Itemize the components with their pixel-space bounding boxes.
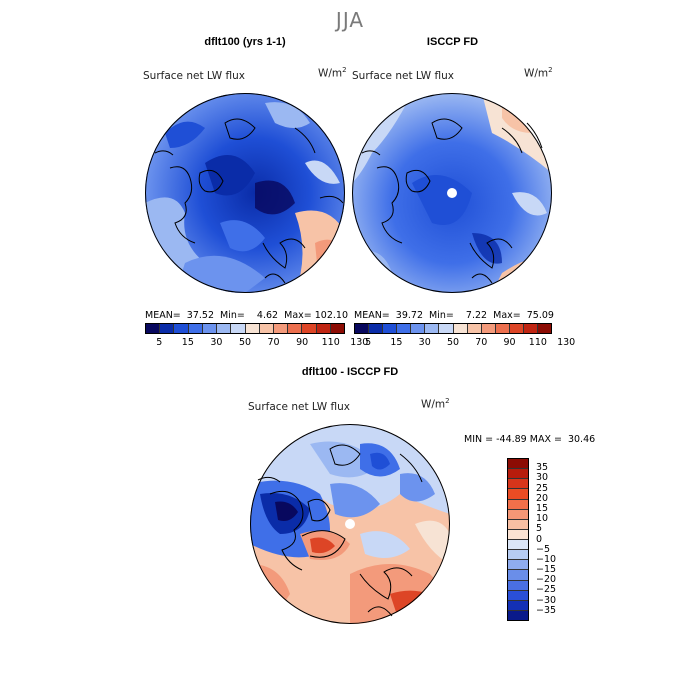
colorbar-tick-label: 5 xyxy=(536,523,543,535)
colorbar-tick-label: 5 xyxy=(365,337,372,348)
colorbar-swatch xyxy=(188,324,203,333)
colorbar-tick-label: 15 xyxy=(536,502,549,514)
colorbar-swatch xyxy=(508,560,528,571)
colorbar-swatch xyxy=(508,519,528,530)
colorbar-tick-label: 130 xyxy=(557,337,576,348)
diff-stats: MIN = -44.89 MAX = 30.46 xyxy=(464,434,596,445)
colorbar-tick-label: −20 xyxy=(536,574,557,586)
colorbar-tick-label: 5 xyxy=(156,337,163,348)
colorbar-swatch xyxy=(231,324,246,333)
colorbar-tick-label: 130 xyxy=(350,337,369,348)
colorbar-swatch xyxy=(217,324,232,333)
diff-polar-map xyxy=(250,424,450,624)
colorbar-swatch xyxy=(508,540,528,551)
colorbar-swatch xyxy=(508,469,528,480)
colorbar-tick-label: 20 xyxy=(536,492,549,504)
colorbar-swatch xyxy=(302,324,317,333)
colorbar-swatch xyxy=(508,459,528,470)
model-colorbar xyxy=(145,323,345,334)
colorbar-tick-label: 15 xyxy=(181,337,194,348)
model-variable-label: Surface net LW flux xyxy=(143,70,245,82)
colorbar-swatch xyxy=(160,324,175,333)
colorbar-swatch xyxy=(467,324,482,333)
colorbar-swatch xyxy=(369,324,384,333)
colorbar-swatch xyxy=(508,570,528,581)
obs-colorbar xyxy=(354,323,552,334)
colorbar-tick-label: 30 xyxy=(536,472,549,484)
colorbar-swatch xyxy=(508,610,528,620)
colorbar-swatch xyxy=(481,324,496,333)
colorbar-tick-label: 15 xyxy=(390,337,403,348)
colorbar-tick-label: −15 xyxy=(536,564,557,576)
diff-panel-title: dflt100 - ISCCP FD xyxy=(301,366,399,378)
colorbar-tick-label: 50 xyxy=(446,337,460,348)
colorbar-swatch xyxy=(245,324,260,333)
obs-variable-label: Surface net LW flux xyxy=(352,70,454,82)
colorbar-tick-label: 90 xyxy=(503,337,516,348)
colorbar-swatch xyxy=(288,324,303,333)
obs-stats: MEAN= 39.72 Min= 7.22 Max= 75.09 xyxy=(354,310,554,321)
colorbar-tick-label: 110 xyxy=(528,337,547,348)
colorbar-swatch xyxy=(383,324,398,333)
colorbar-tick-label: −10 xyxy=(536,553,557,565)
colorbar-swatch xyxy=(273,324,289,333)
colorbar-tick-label: −30 xyxy=(536,594,557,606)
colorbar-swatch xyxy=(508,550,528,561)
colorbar-swatch xyxy=(425,324,440,333)
colorbar-tick-label: 70 xyxy=(475,337,488,348)
colorbar-swatch xyxy=(508,580,528,591)
colorbar-swatch xyxy=(523,324,539,333)
colorbar-tick-label: 90 xyxy=(296,337,309,348)
colorbar-tick-label: 30 xyxy=(418,337,431,348)
colorbar-swatch xyxy=(508,499,528,510)
colorbar-swatch xyxy=(538,324,552,333)
diff-colorbar xyxy=(507,458,529,621)
model-panel-title: dflt100 (yrs 1-1) xyxy=(204,36,286,48)
colorbar-swatch xyxy=(146,324,161,333)
colorbar-swatch xyxy=(508,509,528,520)
colorbar-swatch xyxy=(397,324,412,333)
colorbar-tick-label: 50 xyxy=(238,337,252,348)
model-units-label: W/m2 xyxy=(318,66,347,80)
colorbar-tick-label: −35 xyxy=(536,604,557,616)
colorbar-tick-label: 30 xyxy=(210,337,223,348)
diff-variable-label: Surface net LW flux xyxy=(248,401,350,413)
colorbar-swatch xyxy=(508,479,528,490)
obs-colorbar-ticks: 5 15 30 50 70 90 110 130 xyxy=(354,337,575,349)
model-colorbar-ticks: 5 15 30 50 70 90 110 130 xyxy=(145,337,368,349)
colorbar-tick-label: 10 xyxy=(536,513,549,525)
colorbar-tick-label: −5 xyxy=(536,543,551,555)
colorbar-swatch xyxy=(330,324,345,333)
obs-polar-map xyxy=(352,93,552,293)
colorbar-tick-label: 25 xyxy=(536,482,549,494)
colorbar-swatch xyxy=(495,324,510,333)
colorbar-tick-label: 0 xyxy=(536,533,543,545)
obs-panel-title: ISCCP FD xyxy=(426,36,479,48)
colorbar-tick-label: 35 xyxy=(536,462,549,474)
colorbar-swatch xyxy=(508,489,528,500)
colorbar-tick-label: −25 xyxy=(536,584,557,596)
diff-units-label: W/m2 xyxy=(421,397,450,411)
colorbar-swatch xyxy=(453,324,468,333)
colorbar-tick-label: 70 xyxy=(267,337,280,348)
season-title: JJA xyxy=(335,8,365,32)
colorbar-swatch xyxy=(259,324,274,333)
colorbar-swatch xyxy=(439,324,454,333)
obs-units-label: W/m2 xyxy=(524,66,553,80)
colorbar-swatch xyxy=(508,600,528,611)
colorbar-swatch xyxy=(508,590,528,601)
colorbar-swatch xyxy=(411,324,426,333)
diff-colorbar-ticks: 35 30 25 20 15 10 5 0 −5 −10 −15 −20 −25 −30 −35 xyxy=(536,458,576,621)
colorbar-swatch xyxy=(508,529,528,540)
model-polar-map xyxy=(145,93,345,293)
colorbar-swatch xyxy=(202,324,218,333)
colorbar-swatch xyxy=(509,324,524,333)
colorbar-swatch xyxy=(174,324,189,333)
colorbar-tick-label: 110 xyxy=(321,337,340,348)
colorbar-swatch xyxy=(316,324,331,333)
model-stats: MEAN= 37.52 Min= 4.62 Max= 102.10 xyxy=(145,310,348,321)
colorbar-swatch xyxy=(355,324,370,333)
